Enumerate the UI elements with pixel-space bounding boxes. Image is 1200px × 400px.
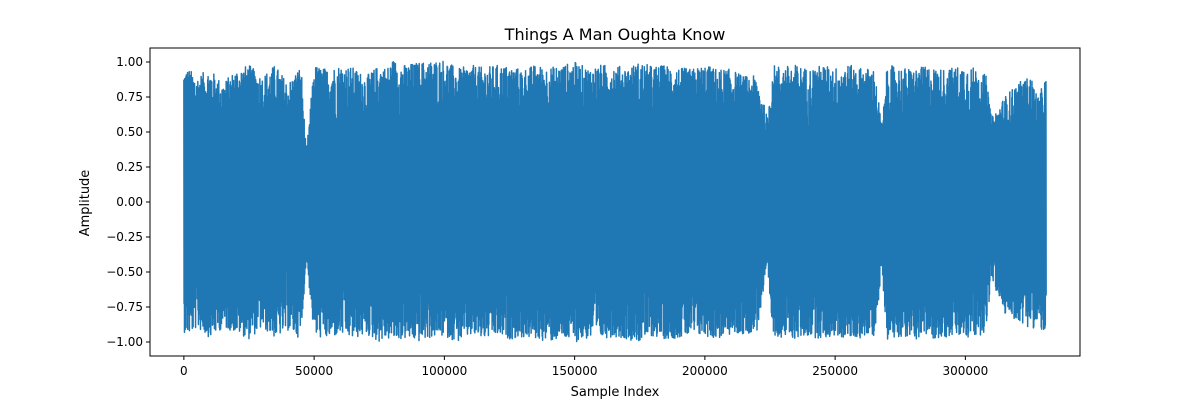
y-tick-label: −0.75	[106, 300, 143, 314]
y-tick-label: −0.50	[106, 265, 143, 279]
y-tick-label: −1.00	[106, 335, 143, 349]
x-tick-label: 50000	[295, 364, 333, 378]
y-tick-label: 0.75	[116, 90, 143, 104]
y-tick-label: 1.00	[116, 55, 143, 69]
y-tick-label: 0.25	[116, 160, 143, 174]
plot-frame	[149, 47, 1081, 357]
chart-title: Things A Man Oughta Know	[504, 25, 726, 44]
x-axis: 0 50000 100000 150000 200000 250000 300000	[180, 356, 988, 378]
x-tick-label: 100000	[421, 364, 467, 378]
data-layer	[183, 60, 1047, 343]
x-tick-label: 250000	[812, 364, 858, 378]
x-tick-label: 200000	[682, 364, 728, 378]
x-axis-label: Sample Index	[571, 385, 660, 400]
waveform-series-line	[183, 60, 1047, 343]
y-axis-label: Amplitude	[78, 170, 93, 237]
x-tick-label: 0	[180, 364, 188, 378]
y-tick-label: 0.50	[116, 125, 143, 139]
x-tick-label: 300000	[942, 364, 988, 378]
y-tick-label: −0.25	[106, 230, 143, 244]
y-tick-label: 0.00	[116, 195, 143, 209]
y-axis: 1.00 0.75 0.50 0.25 0.00 −0.25 −0.50 −0.75 −1.00	[106, 55, 150, 349]
x-tick-label: 150000	[552, 364, 598, 378]
